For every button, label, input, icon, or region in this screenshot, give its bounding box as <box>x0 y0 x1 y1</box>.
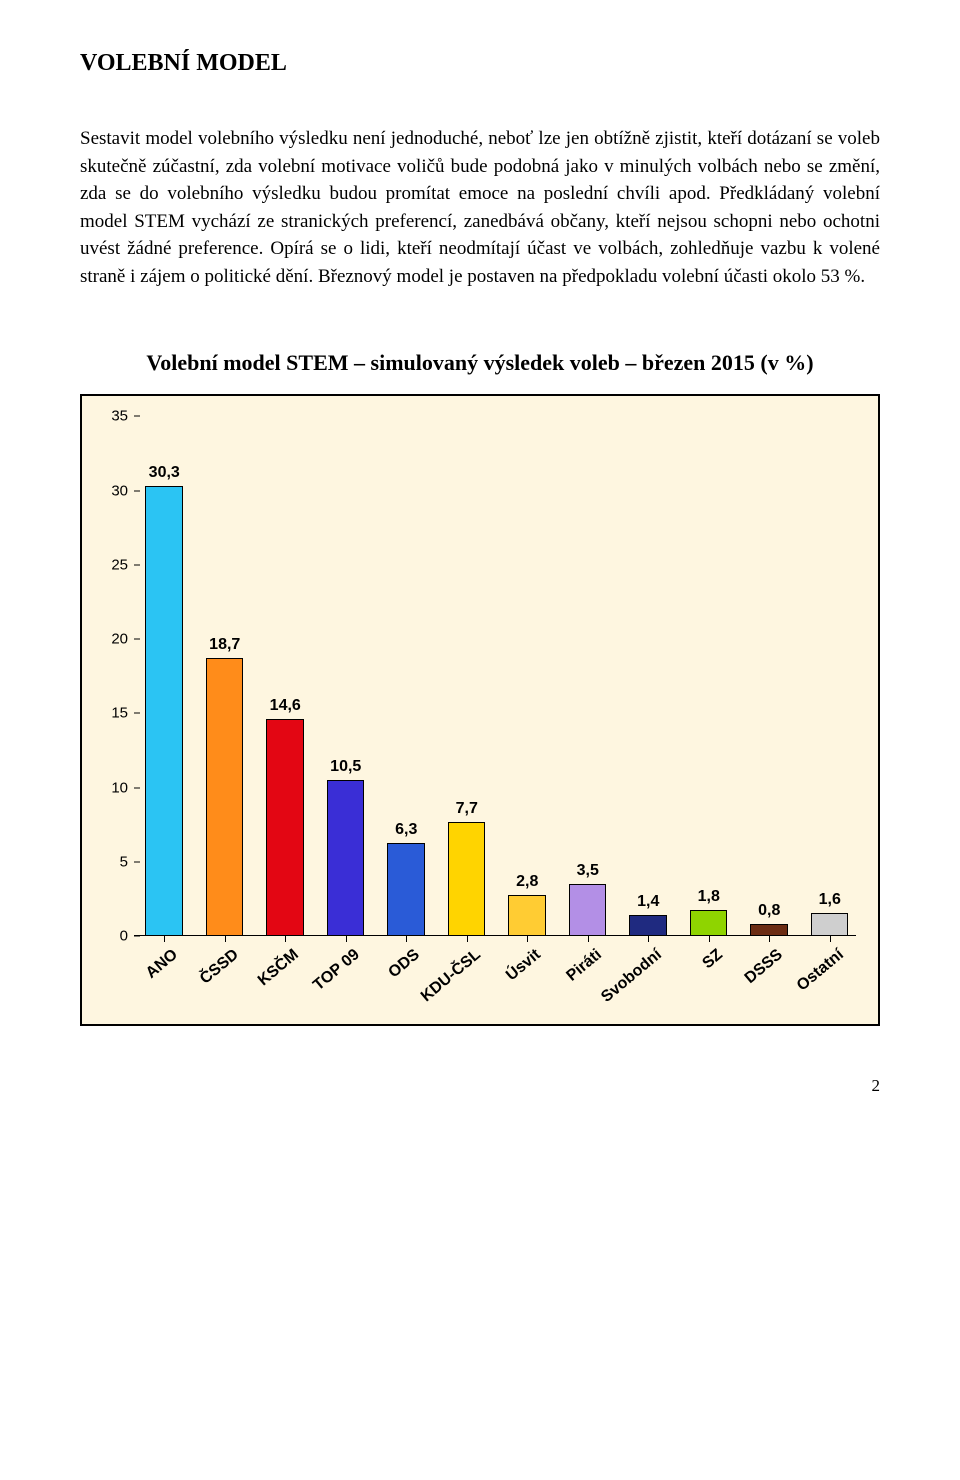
chart-bar-value: 1,6 <box>819 891 841 909</box>
x-tick-label: Svobodní <box>598 946 665 1007</box>
x-tick-label: Úsvit <box>503 946 545 985</box>
x-tick-mark <box>285 936 286 942</box>
chart-bar <box>811 913 849 937</box>
chart-bar-value: 7,7 <box>456 800 478 818</box>
chart-bar-value: 10,5 <box>330 758 361 776</box>
chart-bar <box>327 780 365 936</box>
y-tick-mark <box>134 490 140 491</box>
page-number: 2 <box>872 1076 881 1096</box>
section-heading: VOLEBNÍ MODEL <box>80 50 880 77</box>
chart-container: 30,3 18,7 14,6 10,5 6,3 7,7 2,8 3,5 1,4 1,8 0,8 1,6… <box>80 394 880 1026</box>
chart-bar-value: 1,8 <box>698 888 720 906</box>
x-tick-label: Ostatní <box>794 946 848 995</box>
x-tick-label: KSČM <box>255 946 303 990</box>
y-tick-label: 25 <box>94 556 134 573</box>
chart-bar-value: 6,3 <box>395 821 417 839</box>
y-tick-label: 30 <box>94 482 134 499</box>
chart-bar <box>690 910 728 937</box>
x-tick-label: TOP 09 <box>310 946 363 995</box>
chart-bar-value: 0,8 <box>758 902 780 920</box>
y-tick-mark <box>134 564 140 565</box>
chart-bar <box>569 884 607 936</box>
y-tick-mark <box>134 861 140 862</box>
x-tick-label: ANO <box>143 946 182 983</box>
x-tick-mark <box>648 936 649 942</box>
chart-bar <box>448 822 486 936</box>
y-tick-label: 0 <box>94 928 134 945</box>
chart-bar-value: 18,7 <box>209 636 240 654</box>
x-tick-label: ODS <box>386 946 424 982</box>
chart-bar <box>206 658 244 936</box>
y-tick-label: 5 <box>94 853 134 870</box>
chart-bar <box>629 915 667 936</box>
chart-x-axis: ANO ČSSD KSČMTOP 09 ODSKDU-ČSL Úsvit PirátiSv… <box>134 936 856 1016</box>
chart-plot: 30,3 18,7 14,6 10,5 6,3 7,7 2,8 3,5 1,4 1,8 0,8 1,6 <box>134 416 856 936</box>
chart-bar <box>387 843 425 937</box>
chart-bar <box>508 895 546 937</box>
x-tick-label: SZ <box>699 946 726 973</box>
y-tick-label: 10 <box>94 779 134 796</box>
x-tick-mark <box>164 936 165 942</box>
x-tick-mark <box>588 936 589 942</box>
chart-bar-value: 30,3 <box>149 464 180 482</box>
y-tick-mark <box>134 416 140 417</box>
x-tick-mark <box>467 936 468 942</box>
chart-bar-value: 14,6 <box>270 697 301 715</box>
x-tick-label: KDU-ČSL <box>418 946 485 1006</box>
x-tick-mark <box>225 936 226 942</box>
x-tick-label: Piráti <box>563 946 605 986</box>
chart-plot-area: 30,3 18,7 14,6 10,5 6,3 7,7 2,8 3,5 1,4 1,8 0,8 1,6… <box>94 416 866 936</box>
y-tick-mark <box>134 787 140 788</box>
y-tick-label: 15 <box>94 705 134 722</box>
x-tick-mark <box>830 936 831 942</box>
y-tick-label: 20 <box>94 631 134 648</box>
chart-bar-value: 3,5 <box>577 862 599 880</box>
x-tick-label: ČSSD <box>197 946 243 988</box>
x-tick-label: DSSS <box>742 946 787 988</box>
x-tick-mark <box>406 936 407 942</box>
chart-title: Volební model STEM – simulovaný výsledek… <box>80 350 880 376</box>
page: VOLEBNÍ MODEL Sestavit model volebního v… <box>0 0 960 1116</box>
x-tick-mark <box>527 936 528 942</box>
y-tick-mark <box>134 639 140 640</box>
x-tick-mark <box>709 936 710 942</box>
intro-paragraph: Sestavit model volebního výsledku není j… <box>80 125 880 290</box>
chart-bar-value: 1,4 <box>637 893 659 911</box>
x-tick-mark <box>346 936 347 942</box>
chart-bar <box>145 486 183 936</box>
chart-bar <box>266 719 304 936</box>
x-tick-mark <box>769 936 770 942</box>
chart-bar-value: 2,8 <box>516 873 538 891</box>
y-tick-mark <box>134 713 140 714</box>
y-tick-label: 35 <box>94 408 134 425</box>
